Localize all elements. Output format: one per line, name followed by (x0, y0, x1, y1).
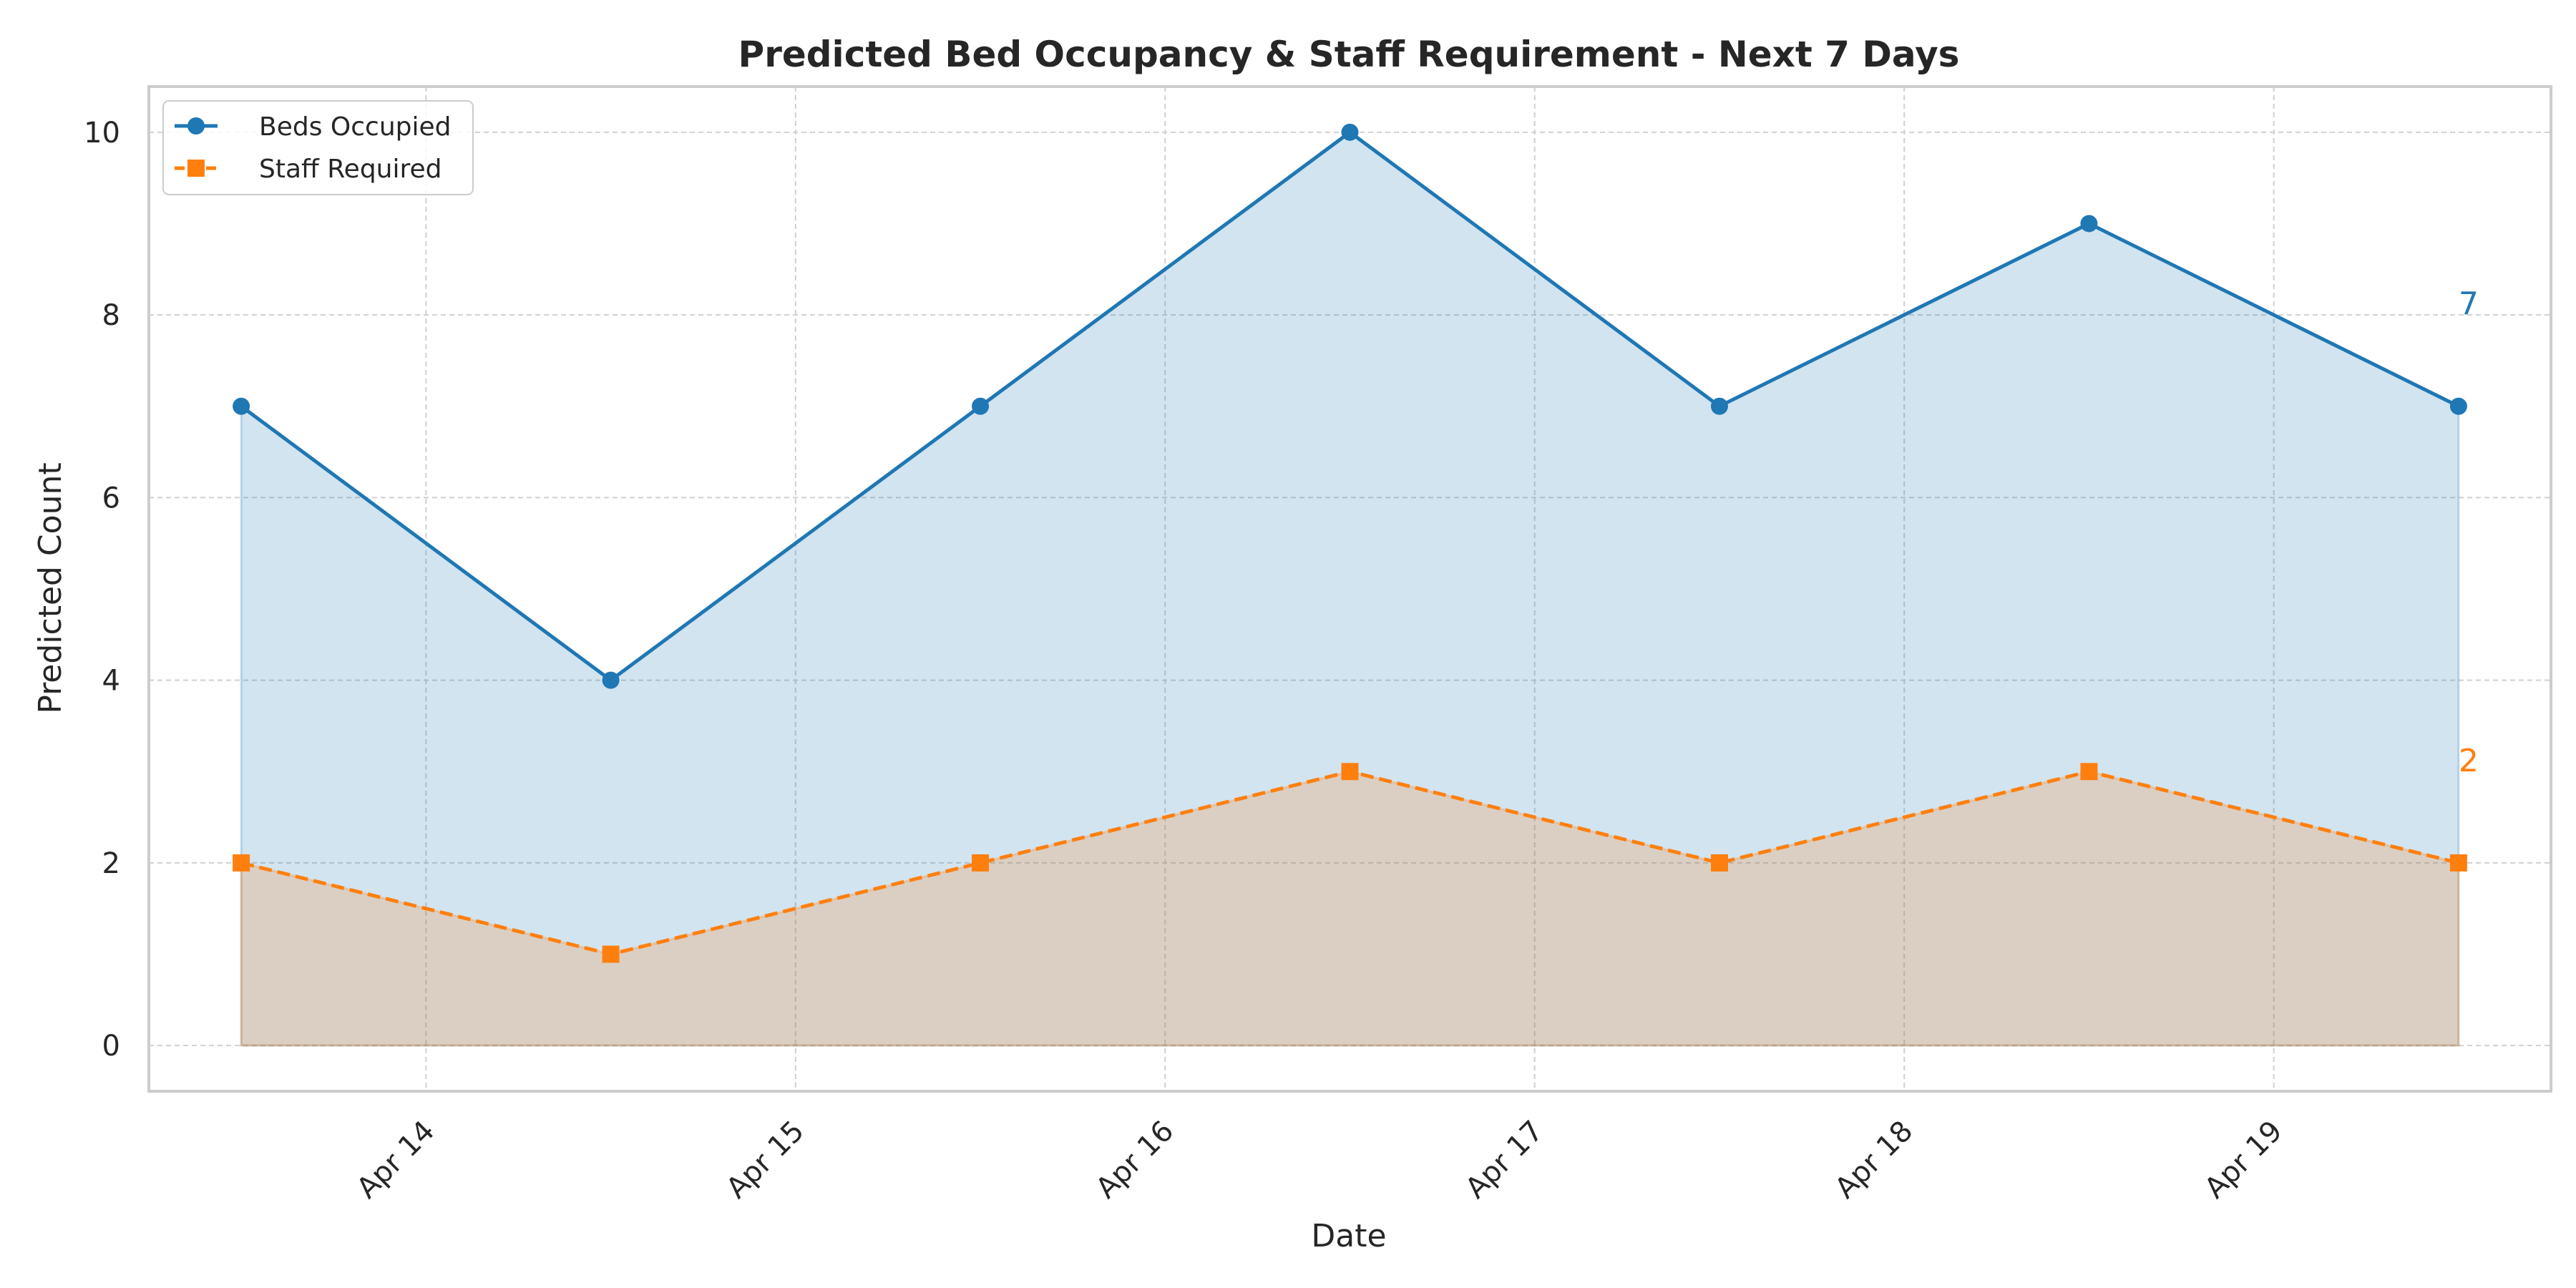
data-point (1341, 763, 1359, 781)
data-point (602, 945, 620, 963)
y-tick-label: 0 (102, 1030, 120, 1063)
chart-title: Predicted Bed Occupancy & Staff Requirem… (738, 34, 1960, 75)
data-point (2449, 397, 2467, 415)
legend-label: Beds Occupied (259, 112, 452, 142)
legend-box (162, 100, 474, 195)
legend-marker (187, 117, 205, 135)
data-point (972, 397, 990, 415)
legend: Beds Occupied Staff Required (162, 100, 474, 195)
data-point (1710, 397, 1728, 415)
data-point (233, 397, 250, 415)
data-point (602, 671, 620, 689)
data-point (2080, 215, 2098, 233)
y-axis-ticks: 0 2 4 6 8 10 (84, 117, 120, 1063)
y-tick-label: 2 (102, 847, 120, 880)
data-point (2080, 763, 2098, 781)
series-end-labels: 72 (2459, 286, 2479, 779)
data-point (2449, 854, 2467, 872)
data-point (233, 854, 250, 872)
end-value-label: 2 (2459, 743, 2479, 779)
plot-frame (147, 85, 2552, 1093)
legend-marker (187, 160, 205, 177)
grid (149, 87, 2551, 1091)
y-tick-label: 8 (102, 299, 120, 332)
y-tick-label: 4 (102, 665, 120, 698)
y-axis-title: Predicted Count (32, 462, 69, 713)
y-tick-label: 6 (102, 482, 120, 514)
data-point (1710, 854, 1728, 872)
x-axis-title: Date (1311, 1218, 1386, 1254)
legend-label: Staff Required (259, 155, 442, 184)
y-tick-label: 10 (84, 117, 120, 150)
data-point (1341, 123, 1359, 141)
end-value-label: 7 (2459, 286, 2479, 323)
data-point (972, 854, 990, 872)
series-markers (233, 123, 2467, 963)
